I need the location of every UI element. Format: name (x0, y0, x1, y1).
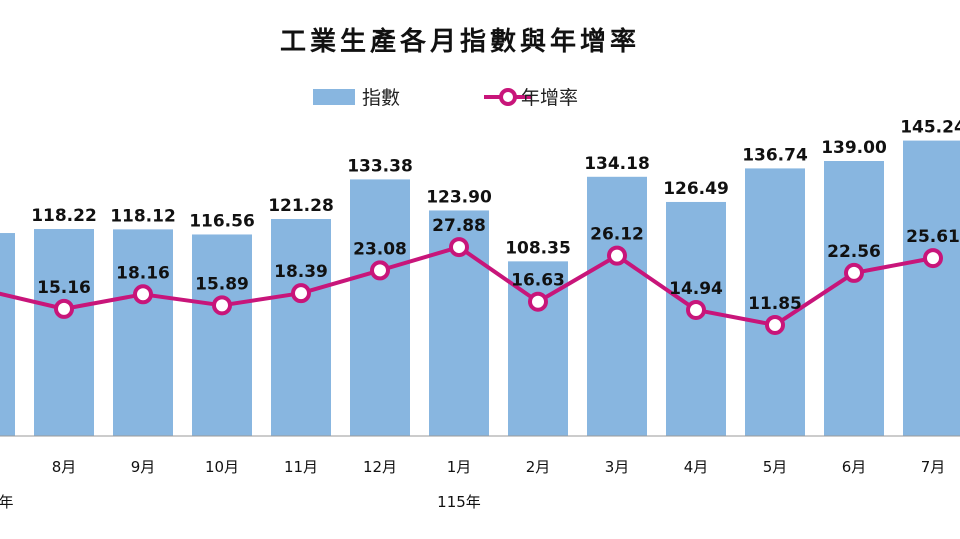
rate-point (212, 295, 232, 316)
x-tick-labels-group: 8月 9月 10月 11月 12月 1月 2月 3月 4月 5月 6月 7月 (52, 458, 946, 476)
rate-value-label: 14.94 (669, 279, 723, 299)
x-tick-label: 4月 (684, 458, 709, 476)
rate-value-label: 18.39 (274, 262, 328, 282)
bar-value-label: 121.28 (268, 196, 334, 216)
rate-point (923, 248, 943, 269)
rate-value-label: 26.12 (590, 225, 644, 245)
x-tick-label: 3月 (605, 458, 630, 476)
rate-point (54, 298, 74, 319)
bar-value-label: 118.22 (31, 206, 97, 226)
bar-value-label: 116.56 (189, 211, 255, 231)
rate-point (449, 237, 469, 258)
year-group-labels: 年 115年 (0, 493, 481, 511)
year-group-label: 115年 (437, 493, 481, 511)
rate-point (291, 283, 311, 304)
chart-title: 工業生產各月指數與年增率 (280, 26, 640, 57)
rate-point (844, 262, 864, 283)
bar (587, 176, 647, 437)
x-tick-label: 7月 (921, 458, 946, 476)
bar-value-label: 108.35 (505, 238, 571, 258)
bar (0, 233, 15, 436)
bar-value-label: 123.90 (426, 187, 492, 207)
x-tick-label: 12月 (363, 458, 397, 476)
bar-value-label: 139.00 (821, 138, 887, 158)
bar (34, 229, 94, 436)
rate-value-label: 16.63 (511, 271, 565, 291)
x-tick-label: 11月 (284, 458, 318, 476)
x-tick-label: 10月 (205, 458, 239, 476)
x-tick-label: 5月 (763, 458, 788, 476)
bar-value-label: 134.18 (584, 154, 650, 174)
rate-value-label: 22.56 (827, 242, 881, 262)
bar-value-label: 118.12 (110, 206, 176, 226)
rate-value-label: 15.89 (195, 274, 249, 294)
rate-point (133, 284, 153, 305)
legend-bar-swatch (313, 89, 355, 105)
x-tick-label: 2月 (526, 458, 551, 476)
rate-point (607, 245, 627, 266)
bar (113, 229, 173, 436)
rate-point (370, 260, 390, 281)
bar (824, 161, 884, 436)
rate-value-label: 23.08 (353, 239, 407, 259)
line-series-group (0, 237, 943, 335)
rate-point (686, 299, 706, 320)
rate-value-label: 11.85 (748, 294, 802, 314)
bar-value-label: 133.38 (347, 156, 413, 176)
rate-value-label: 25.61 (906, 227, 960, 247)
rate-value-label: 18.16 (116, 263, 170, 283)
x-tick-label: 9月 (131, 458, 156, 476)
legend-line-label: 年增率 (521, 87, 578, 109)
rate-point (528, 291, 548, 312)
bar (271, 219, 331, 436)
legend-line-marker (499, 88, 517, 106)
rate-value-label: 27.88 (432, 216, 486, 236)
bar-value-label: 145.24 (900, 118, 960, 138)
data-labels-group: 3118.22118.12116.56121.28133.38123.90108… (31, 118, 960, 314)
year-group-label: 年 (0, 493, 14, 511)
bar (745, 168, 805, 436)
legend: 指數 年增率 (313, 87, 578, 109)
rate-value-label: 15.16 (37, 278, 91, 298)
x-tick-label: 6月 (842, 458, 867, 476)
bar-value-label: 136.74 (742, 145, 808, 165)
x-tick-label: 8月 (52, 458, 77, 476)
legend-bar-label: 指數 (362, 87, 400, 109)
bar (350, 179, 410, 436)
bar-value-label: 126.49 (663, 179, 729, 199)
x-tick-label: 1月 (447, 458, 472, 476)
bar (192, 234, 252, 436)
rate-point (765, 314, 785, 335)
bar (903, 140, 960, 436)
